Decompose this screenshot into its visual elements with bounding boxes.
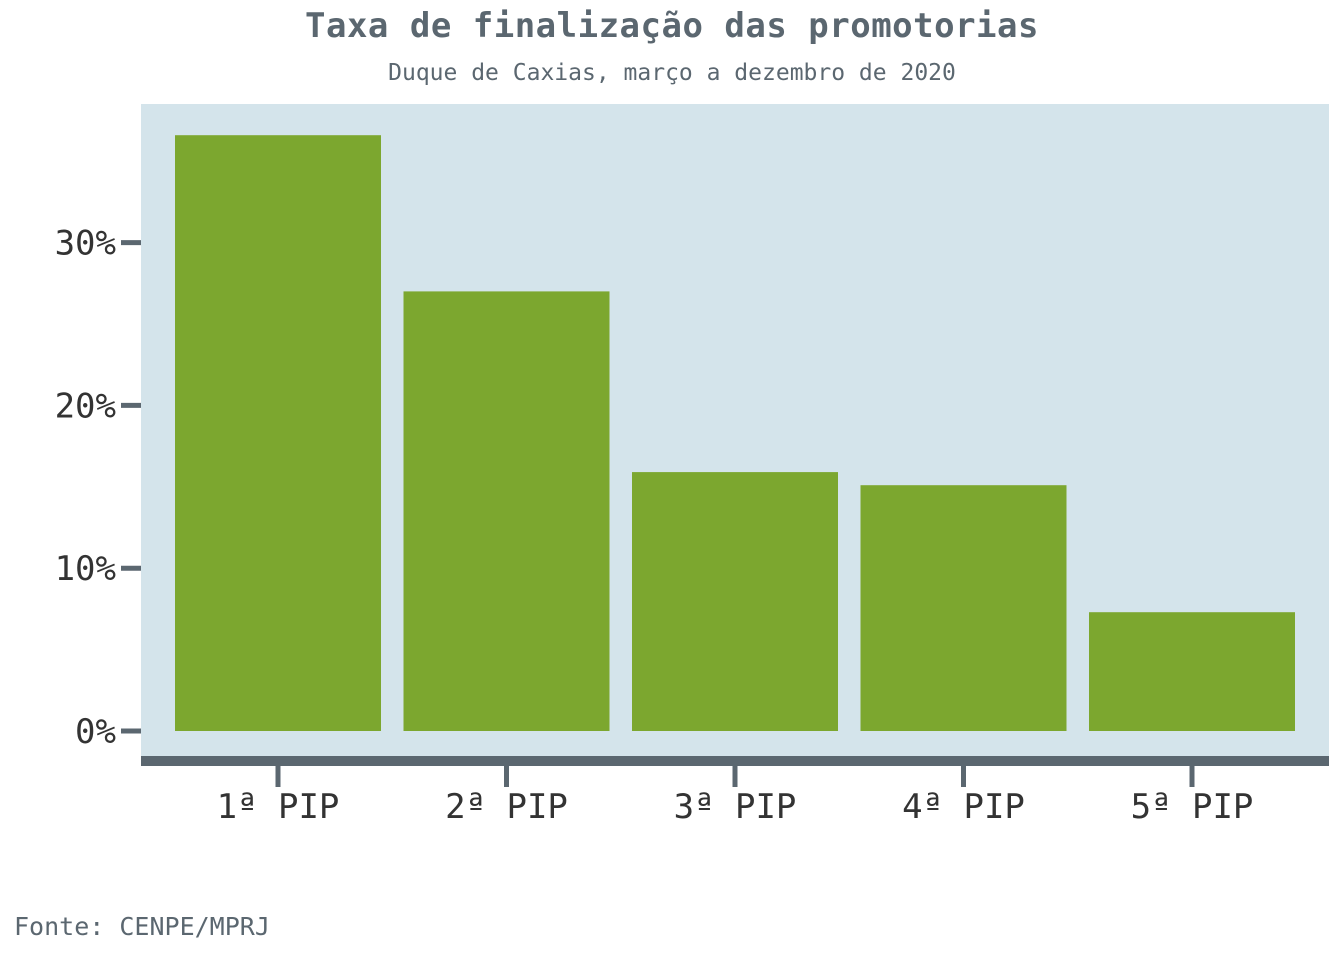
chart-title: Taxa de finalização das promotorias [305,6,1039,46]
y-tick-label: 0% [75,712,116,752]
x-tick-label: 1ª PIP [217,787,340,827]
x-tick-label: 4ª PIP [902,787,1025,827]
bar-3 [632,472,838,731]
bar-2 [403,291,610,731]
x-axis-line [141,756,1329,766]
chart-source: Fonte: CENPE/MPRJ [14,912,270,941]
x-tick-label: 3ª PIP [674,787,797,827]
x-axis: 1ª PIP 2ª PIP 3ª PIP 4ª PIP 5ª PIP [141,756,1329,827]
y-tick-label: 30% [55,224,116,264]
y-tick-label: 10% [55,549,116,589]
bar-4 [860,485,1067,731]
chart-subtitle: Duque de Caxias, março a dezembro de 202… [388,60,956,86]
bars-layer [175,135,1295,731]
y-axis: 0% 10% 20% 30% [55,224,141,752]
y-tick-label: 20% [55,386,116,426]
x-tick-label: 2ª PIP [445,787,568,827]
bar-5 [1089,612,1295,731]
bar-1 [175,135,381,731]
x-tick-label: 5ª PIP [1131,787,1254,827]
